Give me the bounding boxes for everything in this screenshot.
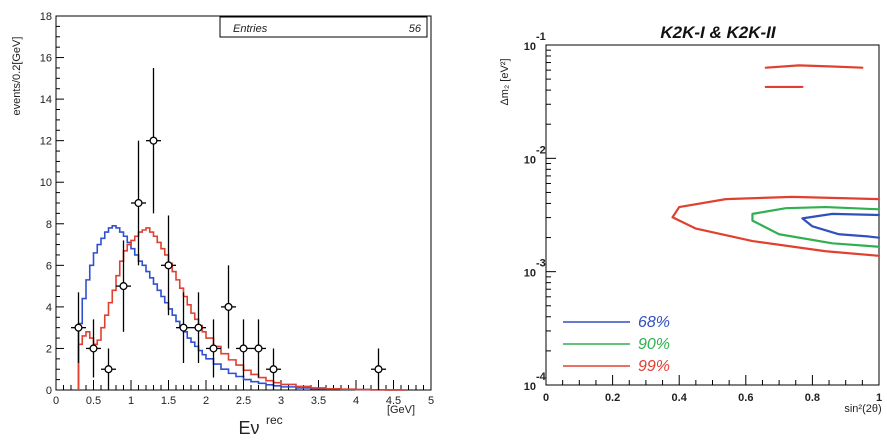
x-tick-label: 3: [278, 395, 284, 407]
x-tick-label: 0.2: [605, 392, 620, 404]
contour-lines: [671, 64, 881, 257]
contour-legend: 68% 90% 99%: [563, 314, 670, 375]
mc-series-1: [77, 227, 405, 391]
y-tick-label: 4: [46, 302, 52, 314]
y-tick-label: 6: [46, 260, 52, 272]
x-tick-label: 1: [876, 392, 882, 404]
x-tick-label: 0.5: [86, 395, 101, 407]
y-tick-label: 10: [524, 268, 536, 280]
legend-label: 90%: [638, 336, 670, 353]
y-tick-exponent: -2: [536, 144, 546, 156]
y-tick-label: 16: [40, 53, 52, 65]
y-tick-label: 12: [40, 136, 52, 148]
y-tick-exponent: -1: [536, 31, 546, 43]
contour-68pct: [801, 212, 881, 239]
contour-x-axis-label: sin²(2θ): [844, 403, 881, 415]
histogram-chart: 0 2 4 6 8 10 12 14 16 18 0 0.5 1 1.5 2 2.5 3 3.5 4 4.5 5 Ent…: [11, 11, 434, 438]
y-tick-exponent: -3: [536, 258, 546, 270]
contour-title: K2K-I & K2K-II: [660, 23, 777, 42]
y-tick-label: 8: [46, 219, 52, 231]
data-point: [269, 365, 278, 374]
data-point: [254, 344, 263, 353]
x-tick-label: 0: [53, 395, 59, 407]
x-tick-label: 0.4: [672, 392, 688, 404]
stats-value: 56: [409, 23, 422, 35]
x-tick-label: 1: [128, 395, 134, 407]
y-tick-label: 10: [524, 381, 536, 393]
histogram-y-axis-label: events/0.2[GeV]: [11, 37, 23, 116]
data-point: [224, 302, 233, 311]
x-tick-label: 5: [428, 395, 434, 407]
contour-90pct: [751, 205, 881, 248]
y-tick-label: 0: [46, 385, 52, 397]
y-tick-label: 10: [524, 41, 536, 53]
y-tick-label: 18: [40, 11, 52, 23]
contour-y-axis-label: Δm₂ [eV²]: [499, 58, 511, 105]
histogram-x-axis-label-superscript: rec: [266, 413, 283, 427]
contour-axes: 0 0.2 0.4 0.6 0.8 110-110-210-310-4: [524, 31, 882, 404]
histogram-axes: 0 2 4 6 8 10 12 14 16 18 0 0.5 1 1.5 2 2.5 3 3.5 4 4.5 5: [40, 11, 434, 407]
y-tick-label: 10: [40, 177, 52, 189]
data-point: [374, 365, 383, 374]
contour-99pct: [671, 195, 881, 257]
contour-99pct: [764, 64, 864, 69]
y-tick-label: 10: [524, 154, 536, 166]
x-tick-label: 2.5: [236, 395, 251, 407]
stats-box: [219, 16, 428, 38]
y-tick-label: 2: [46, 343, 52, 355]
y-tick-label: 14: [40, 94, 52, 106]
data-point: [149, 136, 158, 145]
data-point: [209, 344, 218, 353]
histogram-x-axis-label: Eν: [238, 418, 259, 438]
x-tick-label: 4.5: [386, 395, 401, 407]
x-tick-label: 4: [353, 395, 359, 407]
x-tick-label: 0.6: [738, 392, 753, 404]
histogram-x-unit-label: [GeV]: [387, 404, 415, 416]
data-point: [179, 323, 188, 332]
legend-label: 99%: [638, 358, 670, 375]
x-tick-label: 0.8: [805, 392, 820, 404]
data-point: [104, 365, 113, 374]
mc-series-0: [77, 225, 405, 391]
x-tick-label: 0: [543, 392, 549, 404]
data-point: [89, 344, 98, 353]
y-tick-exponent: -4: [536, 371, 547, 383]
data-point: [164, 261, 173, 270]
histogram-data-points: [71, 67, 386, 390]
data-point: [74, 323, 83, 332]
stats-label: Entries: [233, 23, 268, 35]
x-tick-label: 3.5: [311, 395, 326, 407]
contour-chart: K2K-I & K2K-II 0 0.2 0.4 0.6 0.8 110-110-210-…: [499, 23, 882, 415]
data-point: [134, 198, 143, 208]
x-tick-label: 1.5: [161, 395, 176, 407]
histogram-series: [77, 225, 405, 391]
data-point: [119, 282, 128, 291]
data-point: [239, 344, 248, 353]
data-point: [194, 323, 203, 332]
legend-label: 68%: [638, 314, 670, 331]
x-tick-label: 2: [203, 395, 209, 407]
